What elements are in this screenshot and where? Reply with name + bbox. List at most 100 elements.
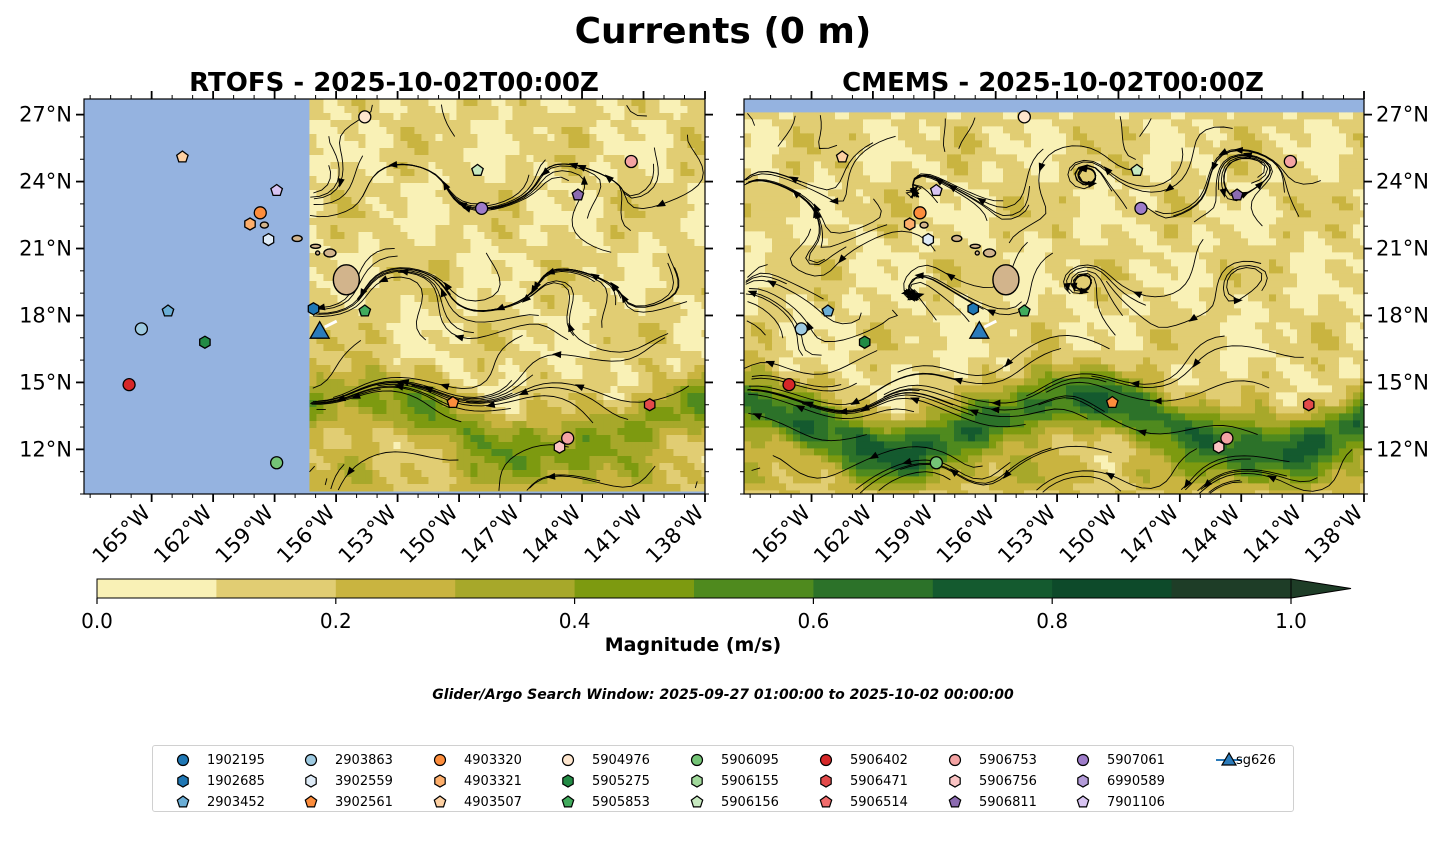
float-marker-4903321[interactable] <box>244 217 256 231</box>
speed-cell <box>1339 133 1347 141</box>
speed-cell <box>470 484 478 492</box>
speed-cell <box>337 449 345 457</box>
speed-cell <box>1087 147 1095 155</box>
speed-cell <box>1024 140 1032 148</box>
speed-cell <box>456 456 464 464</box>
speed-cell <box>463 253 471 261</box>
speed-cell <box>582 400 590 408</box>
float-marker-4903320[interactable] <box>253 206 267 220</box>
float-marker-sg626[interactable] <box>309 320 331 339</box>
speed-cell <box>1010 168 1018 176</box>
speed-cell <box>449 246 457 254</box>
speed-cell <box>1234 217 1242 225</box>
speed-cell <box>638 386 646 394</box>
float-marker-5905275[interactable] <box>199 335 211 349</box>
float-marker-3902561[interactable] <box>446 395 460 409</box>
speed-cell <box>344 428 352 436</box>
speed-cell <box>582 120 590 128</box>
speed-cell <box>1038 147 1046 155</box>
float-marker-5905853[interactable] <box>358 304 372 317</box>
speed-cell <box>309 239 317 247</box>
float-marker-2903863[interactable] <box>134 322 149 336</box>
speed-cell <box>512 316 520 324</box>
speed-cell <box>786 196 794 204</box>
speed-cell <box>1304 140 1312 148</box>
speed-cell <box>961 175 969 183</box>
speed-cell <box>779 112 787 120</box>
speed-cell <box>898 231 906 239</box>
speed-cell <box>673 456 681 464</box>
speed-cell <box>596 267 604 275</box>
speed-cell <box>414 323 422 331</box>
speed-cell <box>589 470 597 478</box>
float-marker-7901106[interactable] <box>270 183 284 197</box>
float-marker-5906156[interactable] <box>471 163 484 176</box>
speed-cell <box>414 302 422 310</box>
float-marker-4903507[interactable] <box>175 150 189 163</box>
speed-cell <box>379 169 387 177</box>
speed-cell <box>505 358 513 366</box>
speed-cell <box>652 449 660 457</box>
speed-cell <box>1052 119 1060 127</box>
speed-cell <box>393 372 401 380</box>
float-marker-5906753[interactable] <box>561 431 575 445</box>
speed-cell <box>575 260 583 268</box>
speed-cell <box>751 126 759 134</box>
speed-cell <box>659 274 667 282</box>
float-marker-2903452[interactable] <box>161 304 175 317</box>
float-marker-1902685[interactable] <box>307 302 320 316</box>
float-marker-5906753[interactable] <box>624 154 638 169</box>
speed-cell <box>1346 119 1354 127</box>
speed-cell <box>337 330 345 338</box>
float-marker-3902559[interactable] <box>262 232 275 247</box>
speed-cell <box>652 386 660 394</box>
speed-cell <box>624 190 632 198</box>
speed-cell <box>680 463 688 471</box>
speed-cell <box>491 463 499 471</box>
speed-cell <box>582 260 590 268</box>
speed-cell <box>323 260 331 268</box>
speed-cell <box>926 140 934 148</box>
speed-cell <box>554 316 562 324</box>
speed-cell <box>540 421 548 429</box>
speed-cell <box>484 246 492 254</box>
speed-cell <box>386 197 394 205</box>
speed-cell <box>442 155 450 163</box>
float-marker-5906471[interactable] <box>643 397 656 412</box>
float-marker-5906402[interactable] <box>122 377 136 392</box>
speed-cell <box>337 351 345 359</box>
speed-cell <box>470 456 478 464</box>
speed-cell <box>996 161 1004 169</box>
speed-cell <box>428 288 436 296</box>
speed-cell <box>351 365 359 373</box>
speed-cell <box>316 169 324 177</box>
speed-cell <box>933 210 941 218</box>
speed-cell <box>1024 119 1032 127</box>
float-marker-5906811[interactable] <box>571 188 585 201</box>
float-marker-5906095[interactable] <box>270 456 284 470</box>
speed-cell <box>400 134 408 142</box>
speed-cell <box>498 190 506 198</box>
speed-cell <box>1227 168 1235 176</box>
speed-cell <box>442 260 450 268</box>
speed-cell <box>631 134 639 142</box>
speed-cell <box>435 407 443 415</box>
float-marker-5907061[interactable] <box>474 201 489 216</box>
speed-cell <box>856 168 864 176</box>
speed-cell <box>610 218 618 226</box>
speed-cell <box>596 169 604 177</box>
float-marker-5904976[interactable] <box>358 110 372 124</box>
speed-cell <box>786 217 794 225</box>
speed-cell <box>372 358 380 366</box>
speed-cell <box>582 330 590 338</box>
speed-cell <box>358 141 366 149</box>
speed-cell <box>1122 154 1130 162</box>
speed-cell <box>1031 224 1039 232</box>
speed-cell <box>828 133 836 141</box>
float-marker-5906756[interactable] <box>553 440 566 454</box>
speed-cell <box>330 106 338 114</box>
speed-cell <box>330 260 338 268</box>
speed-cell <box>358 456 366 464</box>
speed-cell <box>456 463 464 471</box>
speed-cell <box>365 372 373 380</box>
